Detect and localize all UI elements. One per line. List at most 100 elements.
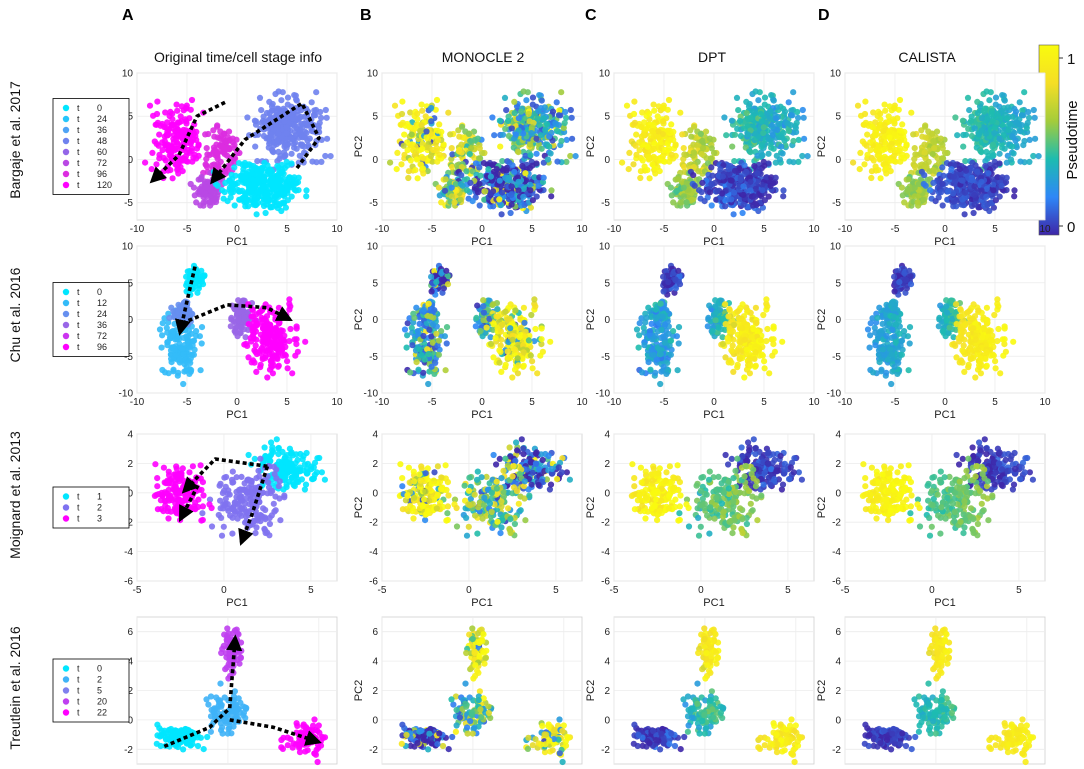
legend-marker (62, 104, 70, 112)
x-tick-label: 5 (992, 224, 998, 235)
data-point (322, 152, 329, 160)
data-point (850, 159, 857, 166)
data-point (529, 162, 536, 169)
data-point (998, 182, 1005, 189)
data-point (758, 118, 765, 125)
data-point (728, 117, 736, 124)
data-point (701, 198, 708, 205)
data-point (680, 145, 687, 152)
data-point (971, 125, 978, 132)
data-point (178, 128, 185, 135)
data-point (154, 119, 161, 126)
data-point (252, 143, 259, 150)
data-point (203, 184, 210, 191)
data-point (1003, 174, 1010, 181)
data-point (425, 300, 432, 307)
y-tick-label: 10 (830, 69, 842, 80)
data-point (683, 199, 690, 206)
legend-prefix: t (77, 125, 80, 135)
data-point (1032, 135, 1039, 142)
data-point (275, 304, 282, 311)
data-point (631, 98, 638, 105)
data-point (728, 196, 735, 203)
data-point (288, 135, 295, 142)
data-point (772, 115, 780, 122)
data-point (283, 124, 290, 131)
data-point (317, 108, 324, 116)
data-point (420, 170, 427, 177)
legend-marker (62, 299, 70, 307)
data-point (864, 131, 871, 138)
data-point (931, 145, 938, 152)
y-axis-label: PC2 (585, 136, 597, 157)
data-point (919, 133, 926, 140)
x-tick-label: 10 (1039, 224, 1051, 235)
data-point (968, 176, 975, 184)
data-point (419, 107, 426, 114)
data-point (235, 317, 242, 324)
data-point (652, 170, 659, 177)
data-point (536, 92, 543, 99)
data-point (651, 145, 658, 153)
data-point (270, 149, 277, 156)
data-point (981, 108, 988, 115)
data-point (183, 273, 190, 280)
data-point (875, 143, 882, 150)
data-point (926, 168, 933, 175)
data-point (414, 110, 421, 117)
data-point (1021, 137, 1028, 145)
data-point (172, 127, 179, 134)
data-point (522, 170, 529, 177)
data-point (535, 108, 542, 115)
data-point (1017, 158, 1024, 165)
data-point (277, 152, 284, 159)
data-point (991, 124, 998, 131)
data-point (426, 326, 433, 333)
data-point (293, 97, 300, 104)
data-point (281, 118, 288, 125)
data-point (527, 181, 534, 188)
data-point (529, 197, 537, 204)
data-point (258, 107, 265, 114)
data-point (1010, 150, 1017, 157)
data-point (937, 135, 944, 142)
data-point (649, 127, 656, 134)
data-point (737, 176, 744, 184)
legend-prefix: t (77, 114, 80, 124)
data-point (633, 131, 640, 138)
data-point (191, 151, 198, 158)
data-point (706, 189, 714, 196)
data-point (499, 131, 507, 138)
data-point (162, 369, 169, 376)
data-point (270, 362, 277, 369)
data-point (731, 167, 739, 174)
legend-time-value: 12 (97, 298, 107, 308)
data-point (708, 145, 715, 152)
data-point (490, 203, 497, 210)
data-point (950, 173, 958, 180)
data-point (254, 158, 261, 165)
data-point (288, 150, 295, 157)
data-point (204, 163, 211, 171)
data-point (251, 359, 258, 366)
data-point (540, 115, 548, 122)
data-point (254, 321, 261, 329)
data-point (886, 134, 893, 141)
data-point (645, 156, 652, 163)
data-point (507, 209, 514, 217)
data-point (413, 359, 420, 366)
data-point (939, 164, 946, 171)
data-point (862, 98, 869, 105)
data-point (494, 170, 501, 177)
data-point (399, 98, 406, 105)
data-point (267, 131, 274, 138)
data-point (473, 314, 480, 321)
data-point (644, 167, 651, 174)
data-point (416, 346, 423, 353)
data-point (538, 97, 545, 104)
data-point (261, 315, 268, 322)
data-point (927, 187, 934, 194)
data-point (956, 166, 963, 173)
x-tick-label: -10 (607, 224, 622, 235)
data-point (511, 110, 518, 117)
